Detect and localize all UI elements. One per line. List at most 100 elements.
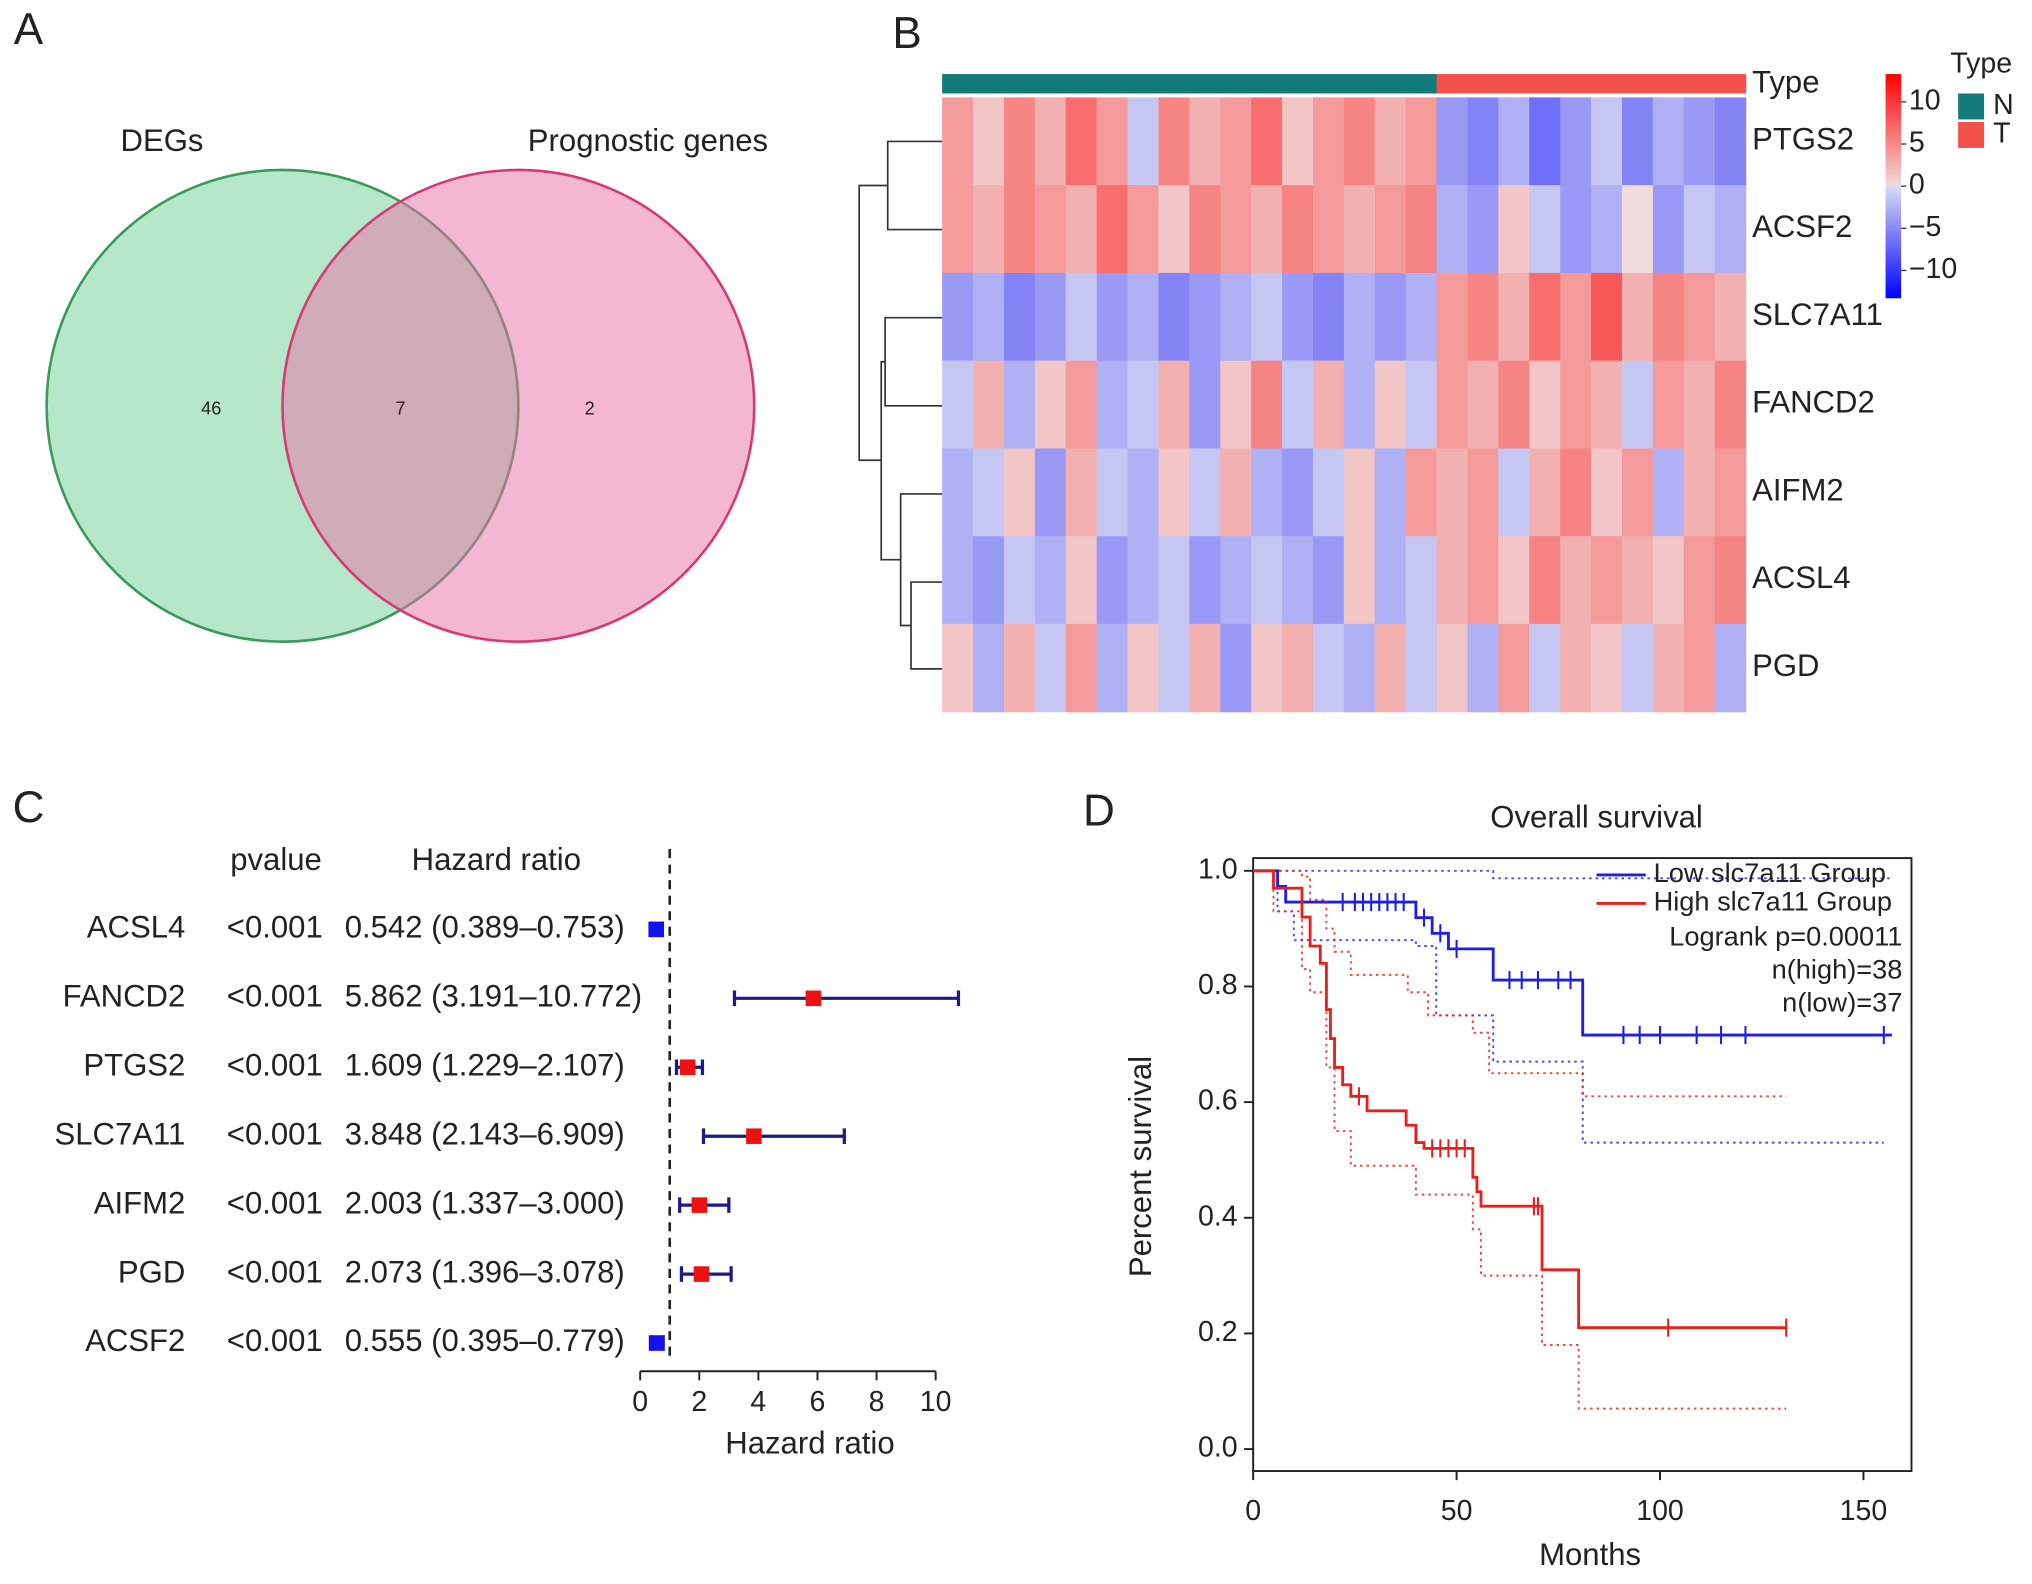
heat-cell — [1251, 536, 1283, 625]
heat-cell — [1683, 272, 1716, 362]
heat-cell — [1034, 360, 1067, 450]
pvalue: <0.001 — [227, 1185, 323, 1220]
heat-cell — [1374, 97, 1407, 186]
heat-cell — [1127, 360, 1160, 450]
heat-cell — [1374, 623, 1407, 713]
heat-cell — [1436, 360, 1469, 450]
heat-cell — [1065, 97, 1098, 186]
type-cell — [1343, 74, 1376, 94]
heat-cell — [1591, 536, 1623, 625]
heat-cell — [1683, 185, 1716, 274]
heat-cell — [1714, 623, 1747, 713]
hr-point — [691, 1197, 708, 1213]
hr-point — [805, 990, 822, 1007]
heat-cell — [1096, 272, 1129, 362]
panel-label: A — [14, 5, 44, 54]
hr-label: 1.609 (1.229–2.107) — [345, 1047, 625, 1082]
heat-cell — [1683, 623, 1716, 713]
heat-cell — [1467, 97, 1500, 186]
column-header: pvalue — [230, 842, 322, 877]
heat-cell — [1189, 448, 1221, 537]
row-label: ACSF2 — [85, 1323, 185, 1358]
row-label: AIFM2 — [1752, 472, 1844, 507]
heat-cell — [1003, 360, 1036, 450]
y-tick-label: 0.0 — [1198, 1432, 1238, 1464]
heat-cell — [1220, 448, 1252, 537]
type-cell — [1282, 74, 1314, 94]
heat-cell — [1312, 360, 1345, 450]
heat-cell — [1591, 185, 1623, 274]
heat-cell — [1652, 360, 1685, 450]
heat-cell — [1560, 97, 1592, 186]
annotation: n(high)=38 — [1772, 954, 1903, 985]
heat-cell — [1158, 536, 1191, 625]
pvalue: <0.001 — [227, 1116, 323, 1151]
heat-cell — [1436, 185, 1469, 274]
heat-cell — [973, 448, 1005, 537]
heat-cell — [1282, 623, 1314, 713]
heat-cell — [1591, 360, 1623, 450]
heat-cell — [1096, 185, 1129, 274]
heat-cell — [1034, 185, 1067, 274]
type-cell — [942, 74, 974, 94]
heat-cell — [1683, 97, 1716, 186]
heat-cell — [1405, 272, 1438, 362]
x-tick-label: 0 — [632, 1386, 648, 1418]
heat-cell — [1282, 536, 1314, 625]
heat-cell — [1591, 97, 1623, 186]
heat-cell — [1096, 360, 1129, 450]
heat-cell — [1529, 623, 1561, 713]
type-cell — [1436, 74, 1469, 94]
heat-cell — [1065, 536, 1098, 625]
heat-cell — [1189, 536, 1221, 625]
heat-cell — [1498, 185, 1530, 274]
heat-cell — [1652, 623, 1685, 713]
heat-cell — [1374, 185, 1407, 274]
heat-cell — [1158, 272, 1191, 362]
heat-cell — [1652, 185, 1685, 274]
hr-point — [693, 1266, 710, 1282]
heat-cell — [1529, 448, 1561, 537]
heat-cell — [1714, 448, 1747, 537]
confidence-line — [1253, 869, 1787, 1410]
legend-label: High slc7a11 Group — [1654, 886, 1892, 917]
type-cell — [1560, 74, 1592, 94]
dendrogram — [858, 140, 943, 670]
y-tick-label: 0.2 — [1198, 1316, 1238, 1348]
heat-cell — [1343, 536, 1376, 625]
panel-label: C — [13, 783, 45, 832]
row-label: FANCD2 — [1752, 385, 1875, 420]
heat-cell — [1220, 623, 1252, 713]
region-count: 7 — [395, 399, 405, 419]
heat-cell — [1436, 536, 1469, 625]
heat-cell — [1127, 623, 1160, 713]
heat-cell — [1343, 360, 1376, 450]
color-tick-label: −5 — [1909, 211, 1942, 243]
heat-cell — [973, 360, 1005, 450]
heat-cell — [1282, 448, 1314, 537]
ci-line — [701, 1128, 846, 1144]
heat-cell — [1096, 623, 1129, 713]
legend-swatch — [1958, 93, 1985, 120]
heat-cell — [1374, 272, 1407, 362]
heat-cell — [1498, 623, 1530, 713]
heat-cell — [1158, 97, 1191, 186]
color-tick-label: −10 — [1909, 253, 1957, 285]
heat-cell — [1127, 448, 1160, 537]
confidence-line — [1253, 869, 1884, 1144]
heat-cell — [1343, 623, 1376, 713]
heat-cell — [1498, 272, 1530, 362]
heat-cell — [1405, 185, 1438, 274]
heat-cell — [1405, 536, 1438, 625]
heat-cell — [1714, 360, 1747, 450]
heat-cell — [1158, 185, 1191, 274]
heat-cell — [1158, 623, 1191, 713]
color-bar — [1885, 74, 1902, 299]
y-tick-label: 0.8 — [1198, 969, 1238, 1001]
heat-cell — [1189, 185, 1221, 274]
row-label: PTGS2 — [1752, 121, 1854, 156]
heat-cell — [1436, 448, 1469, 537]
row-label: ACSF2 — [1752, 209, 1852, 244]
type-cell — [1405, 74, 1438, 94]
